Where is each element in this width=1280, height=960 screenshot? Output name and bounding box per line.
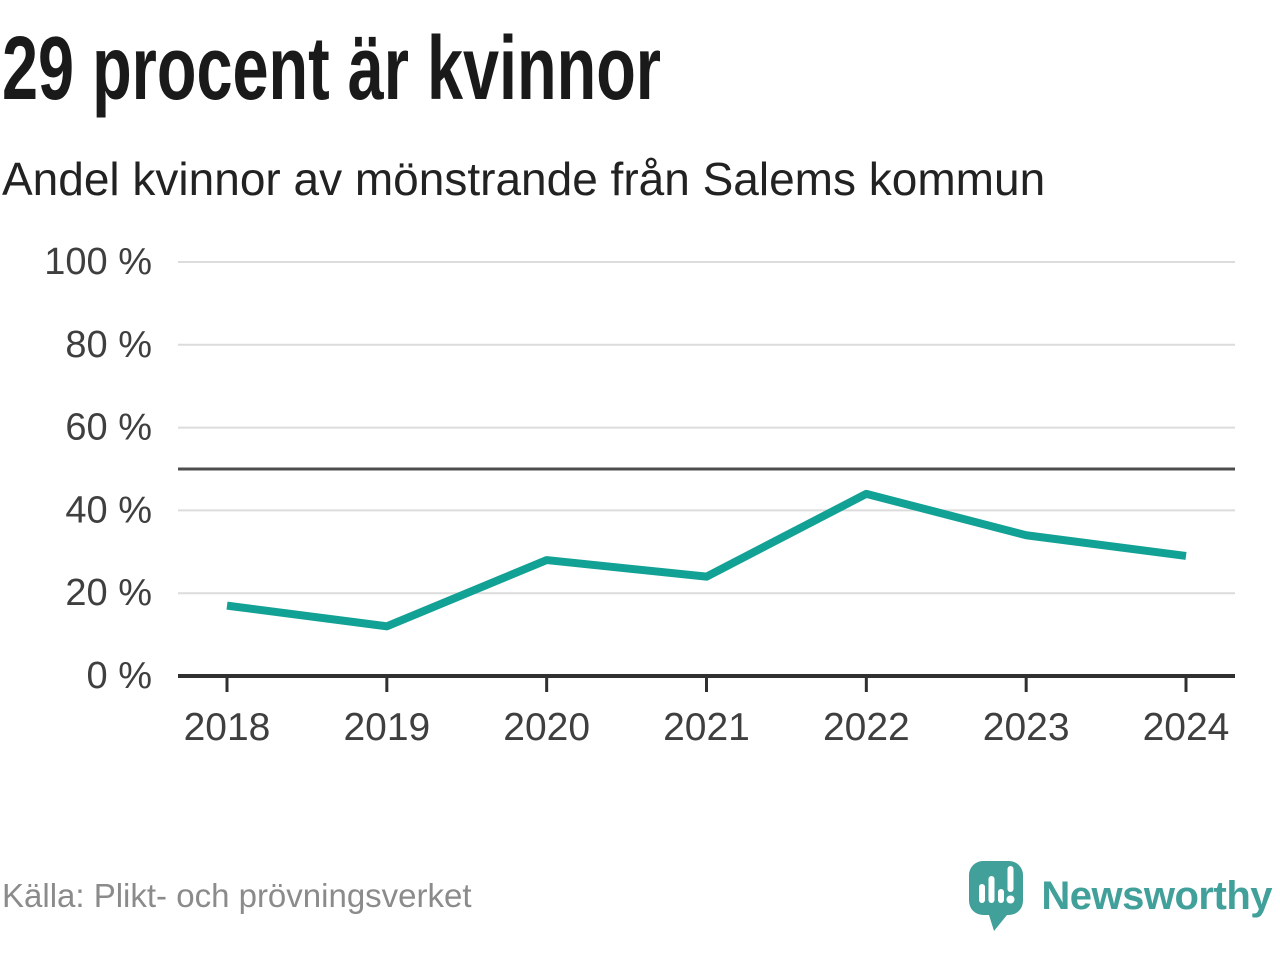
data-line <box>226 489 1187 631</box>
y-axis-label: 40 % <box>65 489 152 531</box>
newsworthy-logo: Newsworthy <box>967 859 1272 933</box>
line-chart-canvas: 0 % 20 % 40 % 60 % 80 % 100 % 2018 2019 2020 2021… <box>44 241 1235 749</box>
logo-bar-3 <box>998 889 1005 903</box>
logo-bar-2 <box>988 876 995 903</box>
newsworthy-wordmark: Newsworthy <box>1041 873 1272 918</box>
x-axis-label: 2020 <box>503 706 590 749</box>
chart-subtitle: Andel kvinnor av mönstrande från Salems … <box>2 153 1046 205</box>
y-axis-label: 80 % <box>65 324 152 366</box>
x-axis-label: 2022 <box>823 706 910 749</box>
chart-title: 29 procent är kvinnor <box>2 19 662 119</box>
line-chart: 0 % 20 % 40 % 60 % 80 % 100 % 2018 2019 2020 2021… <box>0 230 1280 760</box>
y-axis-label: 60 % <box>65 407 152 449</box>
logo-bubble-shape <box>969 861 1024 931</box>
logo-exclamation-bar <box>1007 866 1014 892</box>
chart-footer: Källa: Plikt- och prövningsverket Newswo… <box>0 858 1272 934</box>
x-axis-label: 2023 <box>983 706 1070 749</box>
y-axis-label: 100 % <box>44 241 152 283</box>
x-axis-label: 2018 <box>184 706 271 749</box>
source-note: Källa: Plikt- och prövningsverket <box>2 877 472 914</box>
logo-exclamation-dot <box>1006 895 1015 904</box>
newsworthy-speech-bubble-bar-chart-icon <box>969 861 1024 931</box>
x-axis-label: 2021 <box>663 706 750 749</box>
x-axis-label: 2019 <box>343 706 430 749</box>
logo-bar-1 <box>979 884 986 903</box>
y-axis-label: 20 % <box>65 572 152 614</box>
x-axis-label: 2024 <box>1143 706 1230 749</box>
y-axis-label: 0 % <box>87 655 152 697</box>
